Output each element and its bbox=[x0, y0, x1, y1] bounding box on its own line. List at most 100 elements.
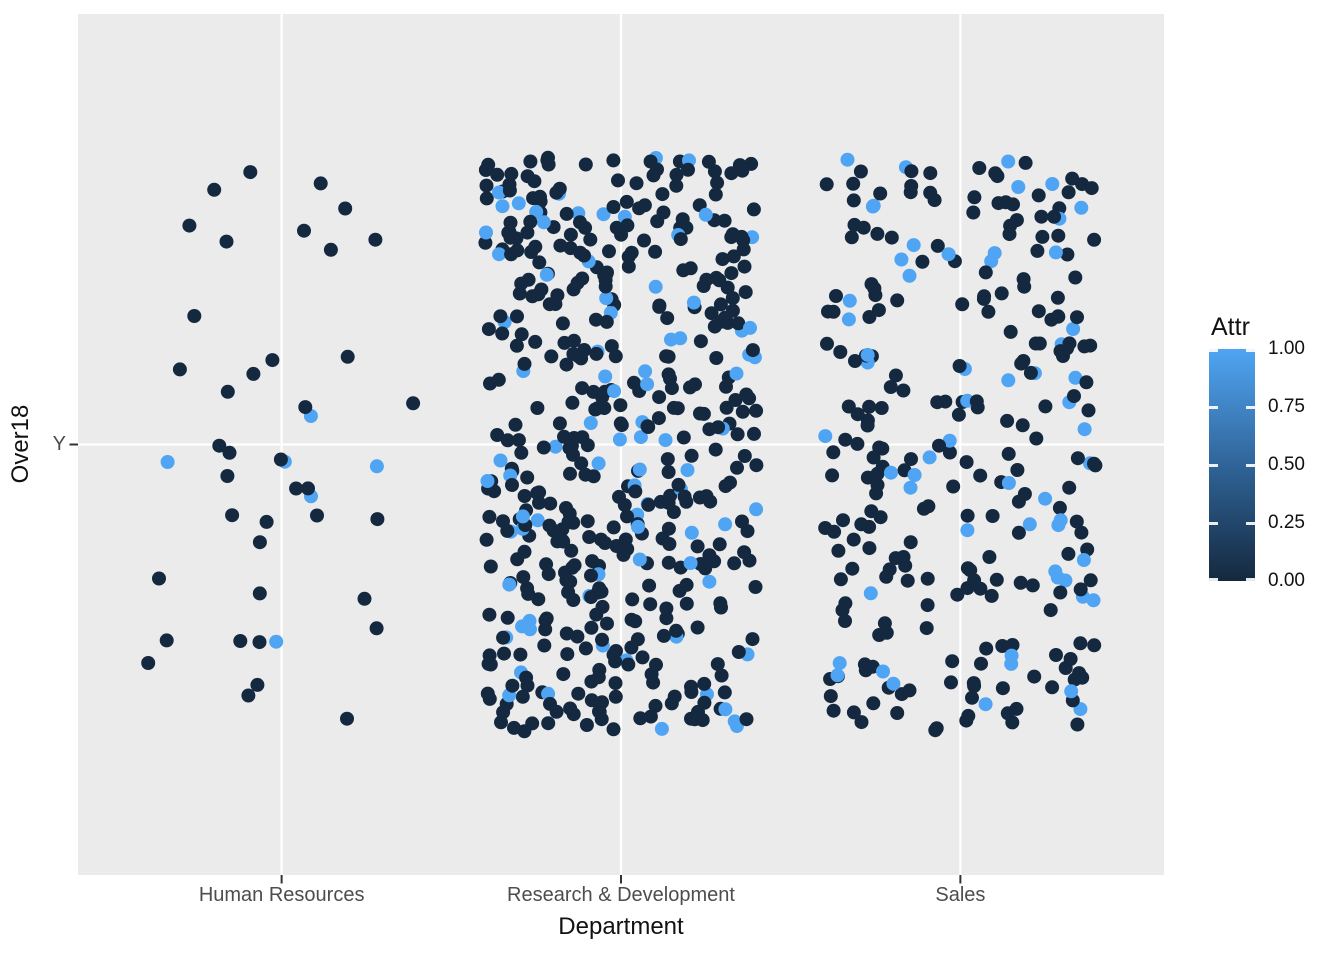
data-point bbox=[565, 395, 580, 410]
data-point bbox=[688, 377, 702, 392]
data-point bbox=[1034, 209, 1049, 224]
data-point bbox=[693, 406, 707, 421]
data-point bbox=[690, 539, 705, 554]
data-point bbox=[559, 626, 574, 641]
data-point bbox=[883, 380, 898, 394]
data-point bbox=[520, 470, 535, 485]
data-point bbox=[860, 418, 875, 433]
data-point bbox=[942, 433, 957, 448]
data-point bbox=[684, 685, 699, 699]
data-point bbox=[556, 667, 571, 682]
data-point bbox=[619, 194, 634, 209]
legend-tick-label-1: 0.75 bbox=[1268, 396, 1305, 417]
data-point bbox=[826, 703, 841, 718]
data-point bbox=[607, 384, 622, 399]
data-point bbox=[985, 509, 1000, 523]
data-point bbox=[710, 175, 725, 190]
data-point bbox=[225, 508, 240, 523]
data-point bbox=[661, 367, 676, 382]
data-point bbox=[669, 623, 684, 638]
data-point bbox=[1011, 494, 1026, 509]
data-point bbox=[1070, 310, 1084, 325]
data-point bbox=[313, 176, 328, 191]
data-point bbox=[252, 535, 267, 550]
data-point bbox=[219, 234, 234, 249]
data-point bbox=[1061, 185, 1076, 200]
data-point bbox=[873, 186, 888, 201]
data-point bbox=[1038, 491, 1053, 506]
data-point bbox=[661, 495, 676, 510]
data-point bbox=[860, 470, 875, 485]
colorbar-tick-0-left bbox=[1209, 349, 1218, 352]
data-point bbox=[514, 445, 529, 460]
data-point bbox=[718, 517, 733, 532]
data-point bbox=[998, 195, 1013, 210]
data-point bbox=[520, 678, 535, 693]
data-point bbox=[608, 676, 623, 691]
data-point bbox=[989, 572, 1004, 587]
data-point bbox=[1058, 661, 1073, 675]
data-point bbox=[699, 272, 714, 287]
data-point bbox=[888, 551, 903, 566]
legend: Attr 1.00 0.75 0.50 0.25 0.00 bbox=[1195, 305, 1344, 605]
data-point bbox=[708, 187, 723, 202]
data-point bbox=[598, 273, 613, 288]
data-point bbox=[977, 289, 992, 304]
data-point bbox=[950, 587, 965, 602]
data-point bbox=[884, 465, 898, 480]
data-point bbox=[524, 245, 539, 259]
data-point bbox=[745, 343, 760, 358]
data-point bbox=[582, 530, 597, 544]
data-point bbox=[490, 428, 505, 442]
data-point bbox=[495, 326, 510, 341]
data-point bbox=[826, 304, 841, 319]
data-point bbox=[1004, 656, 1019, 671]
data-point bbox=[671, 477, 686, 492]
data-point bbox=[523, 214, 538, 229]
data-point bbox=[724, 266, 739, 281]
data-point bbox=[501, 225, 516, 240]
legend-tick-label-2: 0.50 bbox=[1268, 454, 1305, 475]
data-point bbox=[1072, 666, 1087, 681]
data-point bbox=[944, 675, 958, 690]
data-point bbox=[833, 345, 848, 359]
data-point bbox=[483, 559, 498, 574]
data-point bbox=[736, 242, 751, 257]
data-point bbox=[1081, 403, 1096, 418]
data-point bbox=[643, 709, 658, 724]
data-point bbox=[564, 438, 579, 453]
data-point bbox=[698, 207, 713, 222]
data-point bbox=[1001, 446, 1016, 461]
data-point bbox=[987, 246, 1002, 261]
data-point bbox=[555, 533, 570, 548]
data-point bbox=[220, 469, 235, 483]
data-point bbox=[595, 632, 609, 647]
data-point bbox=[520, 225, 535, 240]
x-tick-label-0: Human Resources bbox=[198, 884, 365, 906]
data-point bbox=[686, 295, 701, 310]
data-point bbox=[617, 498, 632, 513]
data-point bbox=[648, 244, 663, 259]
data-point bbox=[608, 654, 623, 669]
data-point bbox=[862, 541, 877, 556]
data-point bbox=[370, 512, 385, 527]
data-point bbox=[583, 232, 598, 247]
data-point bbox=[930, 238, 945, 253]
data-point bbox=[831, 543, 846, 558]
colorbar-tick-0-right bbox=[1246, 349, 1255, 352]
data-point bbox=[725, 291, 740, 306]
data-point bbox=[633, 711, 648, 726]
data-point bbox=[704, 306, 719, 321]
data-point bbox=[655, 187, 670, 202]
data-point bbox=[1062, 480, 1077, 495]
data-point bbox=[575, 271, 590, 286]
data-point bbox=[259, 514, 274, 529]
data-point bbox=[713, 297, 728, 312]
data-point bbox=[830, 668, 845, 683]
data-point bbox=[220, 384, 235, 399]
data-point bbox=[966, 676, 981, 691]
data-point bbox=[510, 309, 524, 324]
data-point bbox=[846, 705, 861, 720]
data-point bbox=[1027, 669, 1042, 684]
data-point bbox=[969, 394, 984, 409]
